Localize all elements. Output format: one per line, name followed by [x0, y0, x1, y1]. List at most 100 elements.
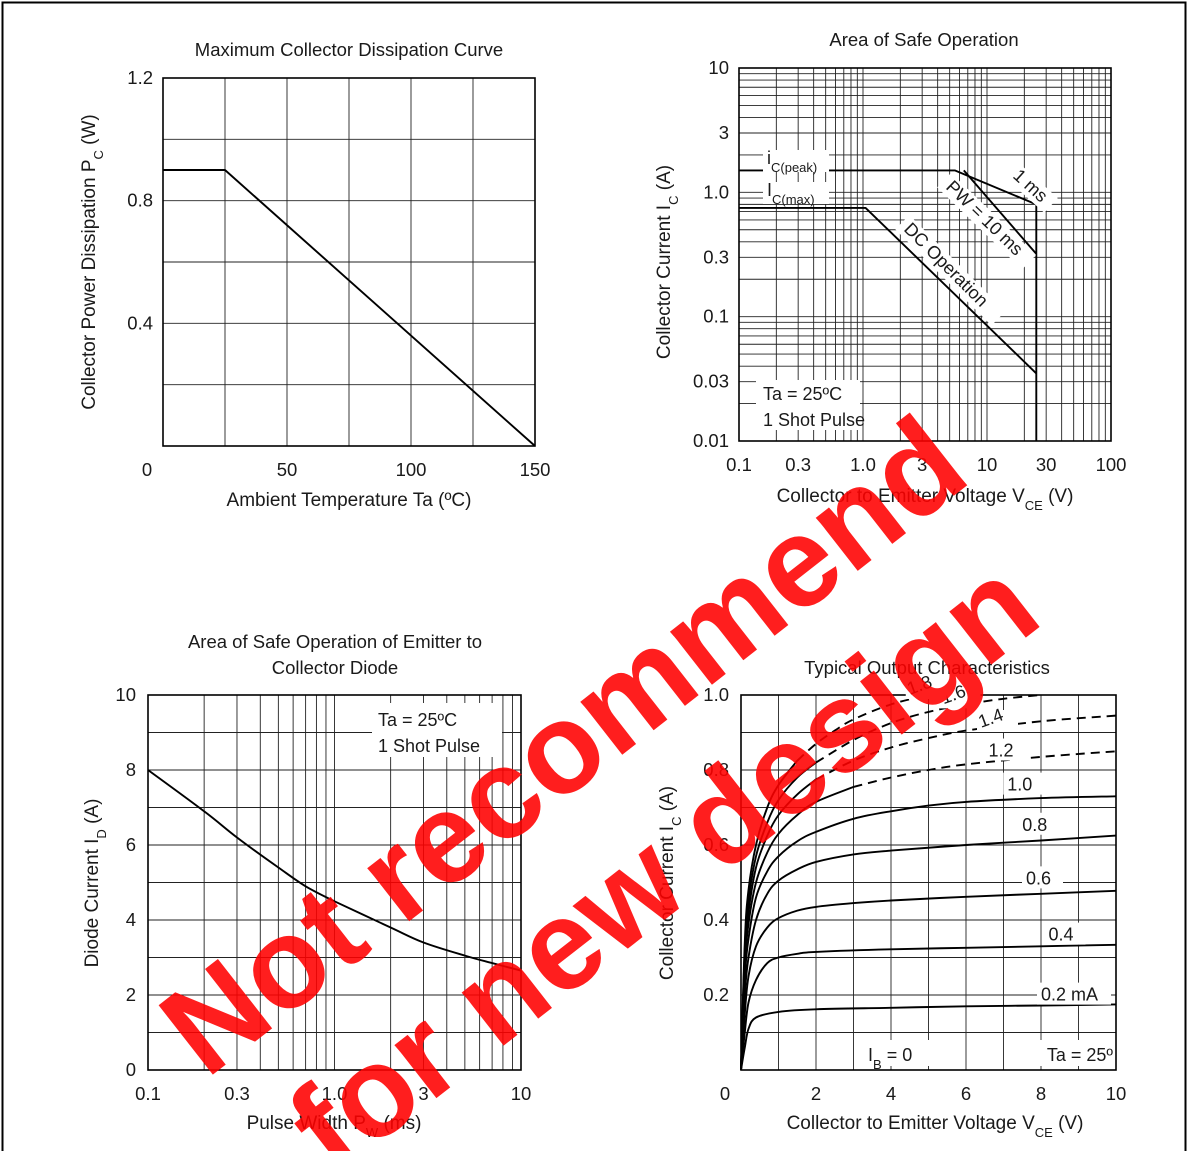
series-line — [739, 169, 1038, 441]
max-dissipation-chart: Maximum Collector Dissipation Curve 0 50 1… — [79, 39, 550, 511]
series-line — [796, 694, 929, 762]
y-tick-label: 2 — [126, 984, 136, 1005]
diode-safe-operation-chart: Area of Safe Operation of Emitter to Col… — [82, 631, 531, 1140]
chart3-pulse-label: 1 Shot Pulse — [378, 736, 480, 756]
y-tick-label: 1.2 — [127, 67, 153, 88]
chart2-title: Area of Safe Operation — [829, 29, 1018, 50]
y-tick-label: 3 — [719, 122, 729, 143]
chart3-x-ticks: 0.1 0.3 1.0 3 10 — [135, 1083, 531, 1104]
chart3-title-line2: Collector Diode — [272, 657, 398, 678]
chart1-y-label: Collector Power Dissipation PC (W) — [79, 114, 106, 410]
y-tick-label: 0 — [126, 1059, 136, 1080]
chart4-y-label: Collector Current IC (A) — [657, 786, 684, 980]
y-tick-label: 0.1 — [703, 306, 729, 327]
series-line — [163, 169, 536, 447]
y-tick-label: 0.03 — [693, 371, 729, 392]
series-line — [853, 750, 1117, 788]
curve-label-bg — [1037, 982, 1111, 1005]
series-line — [740, 795, 1117, 1071]
curve-label-bg — [984, 738, 1026, 761]
chart2-y-label: Collector Current IC (A) — [654, 165, 681, 359]
chart2-y-ticks: 0.01 0.03 0.1 0.3 1.0 3 10 — [693, 57, 729, 451]
x-tick-label: 10 — [1106, 1083, 1127, 1104]
y-tick-label: 0.8 — [703, 759, 729, 780]
x-tick-label: 10 — [511, 1083, 532, 1104]
chart4-x-ticks: 0 2 4 6 8 10 — [720, 1083, 1126, 1104]
y-tick-label: 1.0 — [703, 684, 729, 705]
x-tick-label: 0.3 — [224, 1083, 250, 1104]
chart4-label-bg — [862, 1040, 930, 1066]
chart2-label-bg — [763, 150, 829, 172]
curve-label-bg — [905, 677, 947, 699]
chart3-y-label: Diode Current ID (A) — [82, 799, 109, 968]
series-line — [147, 769, 522, 972]
x-tick-label: 0.1 — [135, 1083, 161, 1104]
chart2-grid — [739, 68, 1111, 441]
output-characteristics-chart: Typical Output Characteristics 0 2 4 6 8 10 0… — [657, 657, 1126, 1140]
x-tick-label: 50 — [277, 459, 298, 480]
chart2-label-bg — [763, 182, 829, 204]
series-line — [740, 943, 1117, 1071]
curve-label: 1.2 — [989, 741, 1014, 761]
x-tick-label: 10 — [977, 454, 998, 475]
series-line — [739, 206, 1037, 375]
chart3-frame — [147, 694, 522, 1071]
series-line — [963, 169, 1038, 255]
curve-label: 0.8 — [1022, 815, 1047, 835]
chart2-series — [739, 169, 1038, 441]
y-tick-label: 1.0 — [703, 181, 729, 202]
y-tick-label: 10 — [115, 684, 136, 705]
x-tick-label: 4 — [886, 1083, 896, 1104]
chart1-x-label: Ambient Temperature Ta (ºC) — [227, 490, 472, 511]
series-line — [815, 714, 1117, 781]
x-tick-label: 0.1 — [726, 454, 752, 475]
chart2-dc-label: DC Operation — [900, 219, 992, 311]
x-tick-label: 0 — [720, 1083, 730, 1104]
x-tick-label: 3 — [418, 1083, 428, 1104]
chart3-title-line1: Area of Safe Operation of Emitter to — [188, 631, 482, 652]
chart3-ta-label: Ta = 25ºC — [378, 710, 457, 730]
x-tick-label: 30 — [1036, 454, 1057, 475]
chart4-ta-label: Ta = 25º — [1047, 1045, 1114, 1065]
x-tick-label: 1.0 — [322, 1083, 348, 1104]
curve-label-bg — [1003, 772, 1045, 795]
x-tick-label: 8 — [1036, 1083, 1046, 1104]
curve-label: 0.4 — [1049, 925, 1074, 945]
y-tick-label: 0.3 — [703, 246, 729, 267]
chart4-ib0-label: IB = 0 — [868, 1045, 912, 1072]
series-line — [740, 889, 1117, 1071]
series-line — [740, 1003, 1117, 1071]
y-tick-label: 6 — [126, 834, 136, 855]
chart2-frame — [738, 67, 1112, 442]
chart4-x-label: Collector to Emitter Voltage VCE (V) — [787, 1113, 1084, 1140]
chart3-grid — [148, 695, 521, 1070]
curve-label: 0.2 mA — [1041, 985, 1098, 1005]
curve-label: 1.0 — [1007, 775, 1032, 795]
curve-label-bg — [1044, 922, 1086, 945]
x-tick-label: 100 — [1096, 454, 1127, 475]
chart1-grid — [163, 78, 535, 446]
y-tick-label: 0.2 — [703, 984, 729, 1005]
curve-label-bg — [1022, 866, 1063, 889]
x-tick-label: 3 — [917, 454, 927, 475]
curve-label-bg — [977, 710, 1018, 732]
chart2-pulse-label: 1 Shot Pulse — [763, 410, 865, 430]
x-tick-label: 2 — [811, 1083, 821, 1104]
chart1-y-ticks: 0.4 0.8 1.2 — [127, 67, 153, 333]
x-tick-label: 1.0 — [850, 454, 876, 475]
chart2-x-ticks: 0.1 0.3 1.0 3 10 30 100 — [726, 454, 1126, 475]
x-tick-label: 0.3 — [785, 454, 811, 475]
chart1-frame — [162, 77, 536, 447]
x-tick-label: 150 — [520, 459, 551, 480]
y-tick-label: 0.01 — [693, 430, 729, 451]
chart2-label-bg — [756, 380, 860, 430]
y-tick-label: 8 — [126, 759, 136, 780]
chart2-ipeak-label: iC(peak) — [767, 148, 817, 175]
chart4-y-ticks: 0.2 0.4 0.6 0.8 1.0 — [703, 684, 729, 1005]
curve-label-bg — [939, 686, 981, 709]
x-tick-label: 100 — [396, 459, 427, 480]
y-tick-label: 0.6 — [703, 834, 729, 855]
curve-label-bg — [1018, 812, 1060, 835]
